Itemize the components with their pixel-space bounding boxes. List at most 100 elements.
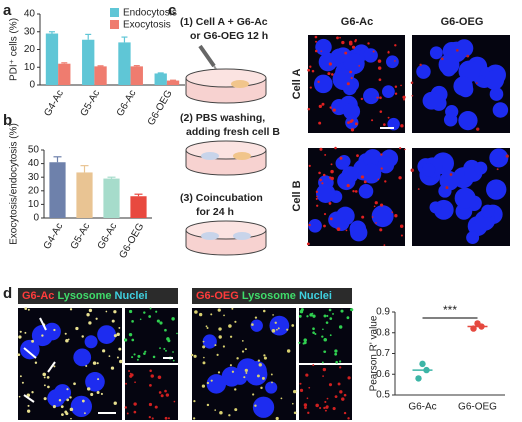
speck [34, 361, 38, 364]
speck [326, 314, 329, 317]
nucleus [385, 55, 399, 69]
speck [81, 399, 85, 403]
nucleus [318, 52, 338, 72]
speck [90, 392, 94, 397]
speck [118, 347, 122, 351]
speck [328, 202, 332, 205]
speck [298, 341, 301, 344]
speck [311, 312, 314, 315]
speck [214, 409, 217, 411]
speck [371, 119, 374, 122]
speck [69, 396, 72, 399]
speck [394, 92, 398, 95]
speck [46, 376, 50, 379]
speck [176, 332, 178, 335]
speck [53, 365, 56, 368]
speck [343, 393, 347, 397]
speck [164, 416, 168, 420]
speck [505, 154, 509, 158]
nucleus [453, 76, 473, 96]
speck [347, 417, 350, 420]
speck [328, 308, 332, 312]
speck [323, 350, 326, 353]
speck [206, 403, 210, 407]
speck [113, 401, 117, 405]
speck [318, 104, 322, 109]
speck [43, 384, 46, 387]
speck [251, 323, 254, 326]
speck [380, 203, 384, 207]
speck [86, 313, 90, 317]
speck [360, 97, 364, 101]
dish [185, 220, 267, 256]
x-tick-label: G4-Ac [42, 221, 66, 251]
y-axis-label: PDI⁺ cells (%) [9, 18, 20, 81]
speck [231, 370, 235, 373]
speck [241, 340, 244, 342]
data-point [419, 360, 426, 368]
speck [150, 374, 154, 378]
bar [130, 66, 143, 85]
speck [316, 204, 319, 207]
speck [173, 400, 176, 403]
speck [245, 372, 248, 374]
speck [336, 227, 341, 231]
speck [332, 108, 336, 112]
speck [326, 397, 329, 400]
speck [271, 381, 273, 384]
speck [119, 359, 123, 364]
step-text: or G6-OEG 12 h [190, 30, 268, 42]
speck [323, 314, 327, 318]
speck [291, 324, 295, 327]
arrow [23, 347, 37, 359]
nucleus [250, 319, 263, 332]
nucleus [363, 149, 383, 168]
speck [149, 307, 152, 310]
speck [337, 382, 341, 386]
speck [379, 96, 382, 100]
nucleus [265, 381, 278, 394]
speck [222, 345, 226, 348]
nucleus [439, 170, 460, 191]
nucleus [489, 148, 509, 168]
speck [341, 397, 345, 401]
y-tick-label: 20 [28, 185, 40, 196]
speck [133, 353, 136, 356]
nucleus [429, 201, 442, 214]
speck [352, 190, 355, 193]
speck [339, 36, 341, 39]
speck [159, 321, 163, 325]
speck [315, 40, 318, 43]
speck [206, 381, 210, 385]
nucleus [454, 187, 476, 209]
speck [26, 409, 31, 413]
speck [229, 364, 232, 367]
nucleus [43, 322, 61, 341]
speck [349, 119, 353, 124]
significance-label: *** [443, 303, 457, 317]
speck [324, 153, 327, 156]
speck [96, 391, 100, 395]
x-tick-label: G6-OEG [117, 221, 146, 260]
speck [131, 356, 134, 359]
speck [163, 347, 166, 350]
row-header: Cell B [291, 180, 303, 211]
speck [277, 327, 280, 330]
speck [18, 335, 22, 339]
speck [84, 412, 86, 415]
nucleus [73, 348, 92, 367]
bar [103, 178, 120, 218]
speck [315, 190, 319, 194]
speck [193, 417, 196, 420]
speck [42, 372, 47, 377]
speck [378, 78, 382, 82]
speck [19, 375, 22, 378]
speck [26, 393, 31, 397]
bar [58, 63, 71, 85]
speck [306, 315, 309, 318]
speck [97, 378, 100, 381]
speck [331, 73, 334, 76]
speck [134, 381, 136, 384]
speck [286, 349, 291, 353]
speck [292, 402, 294, 405]
